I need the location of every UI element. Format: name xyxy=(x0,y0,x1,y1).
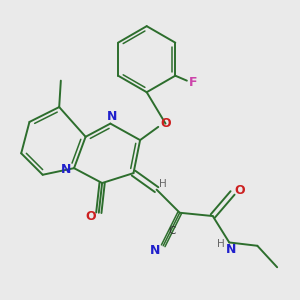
Text: N: N xyxy=(61,163,71,176)
Text: O: O xyxy=(85,209,96,223)
Text: N: N xyxy=(107,110,117,123)
Text: F: F xyxy=(189,76,198,89)
Text: O: O xyxy=(235,184,245,197)
Text: H: H xyxy=(159,179,167,189)
Text: N: N xyxy=(226,243,236,256)
Text: H: H xyxy=(217,239,225,249)
Text: C: C xyxy=(168,226,175,236)
Text: N: N xyxy=(150,244,160,257)
Text: O: O xyxy=(160,117,171,130)
